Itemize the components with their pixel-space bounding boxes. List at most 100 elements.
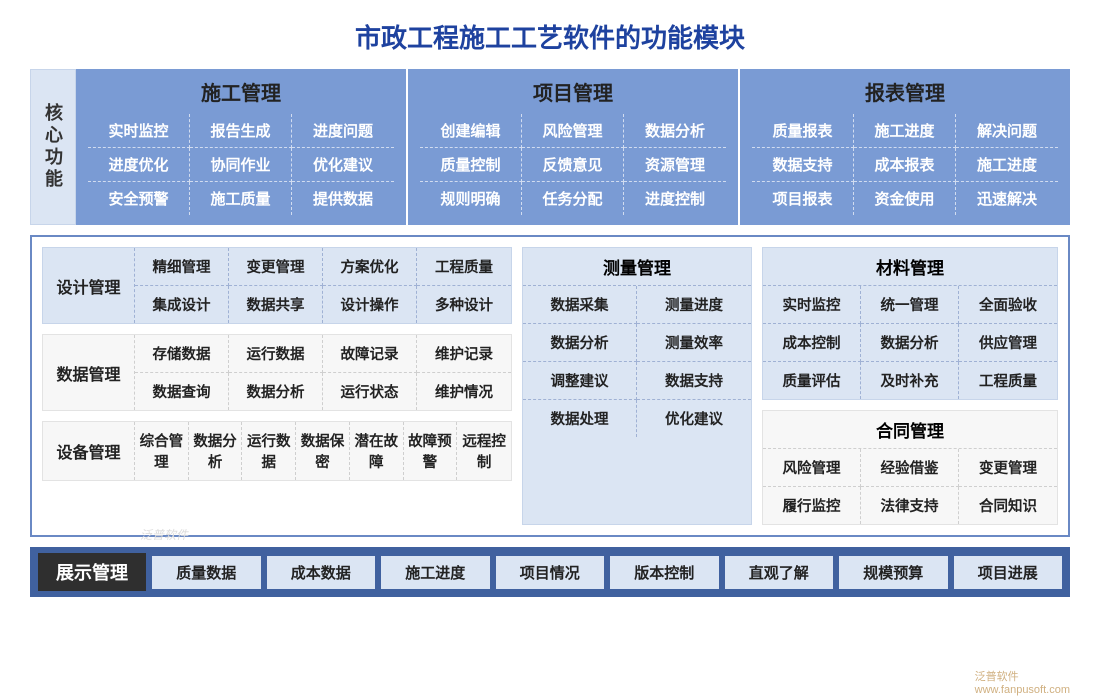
- data-grid: 存储数据运行数据故障记录维护记录数据查询数据分析运行状态维护情况: [135, 335, 511, 410]
- cell: 数据保密: [296, 422, 350, 480]
- core-cell: 资金使用: [854, 182, 956, 215]
- core-cell: 安全预警: [88, 182, 190, 215]
- bottom-item: 施工进度: [381, 556, 490, 589]
- core-col-project: 项目管理 创建编辑风险管理数据分析质量控制反馈意见资源管理规则明确任务分配进度控…: [406, 69, 738, 225]
- core-col-title: 报表管理: [752, 77, 1058, 106]
- cell: 质量评估: [763, 362, 861, 399]
- bottom-item: 项目情况: [496, 556, 605, 589]
- cell: 数据查询: [135, 373, 229, 410]
- cell: 供应管理: [959, 324, 1057, 362]
- cell: 数据分析: [189, 422, 243, 480]
- core-cell: 提供数据: [292, 182, 394, 215]
- core-cell: 项目报表: [752, 182, 854, 215]
- core-columns: 施工管理 实时监控报告生成进度问题进度优化协同作业优化建议安全预警施工质量提供数…: [76, 69, 1070, 225]
- core-functions-band: 核心功能 施工管理 实时监控报告生成进度问题进度优化协同作业优化建议安全预警施工…: [30, 69, 1070, 225]
- cell: 变更管理: [959, 449, 1057, 487]
- core-cell: 施工进度: [956, 148, 1058, 182]
- core-cell: 资源管理: [624, 148, 726, 182]
- core-cell: 解决问题: [956, 114, 1058, 148]
- cell: 数据分析: [523, 324, 637, 362]
- panel-label: 设计管理: [43, 248, 135, 323]
- bottom-item: 规模预算: [839, 556, 948, 589]
- cell: 多种设计: [417, 286, 511, 323]
- cell: 数据采集: [523, 286, 637, 324]
- cell: 工程质量: [959, 362, 1057, 399]
- panel-title: 合同管理: [763, 411, 1057, 449]
- cell: 调整建议: [523, 362, 637, 400]
- page-title: 市政工程施工工艺软件的功能模块: [0, 0, 1100, 69]
- core-cell: 协同作业: [190, 148, 292, 182]
- cell: 运行状态: [323, 373, 417, 410]
- cell: 合同知识: [959, 487, 1057, 524]
- cell: 实时监控: [763, 286, 861, 324]
- core-cell: 施工进度: [854, 114, 956, 148]
- cell: 集成设计: [135, 286, 229, 323]
- cell: 数据处理: [523, 400, 637, 437]
- cell: 运行数据: [242, 422, 296, 480]
- cell: 风险管理: [763, 449, 861, 487]
- cell: 成本控制: [763, 324, 861, 362]
- cell: 运行数据: [229, 335, 323, 373]
- equipment-panel: 设备管理 综合管理数据分析运行数据数据保密潜在故障故障预警远程控制: [42, 421, 512, 481]
- core-cell: 数据支持: [752, 148, 854, 182]
- core-cell: 任务分配: [522, 182, 624, 215]
- data-panel: 数据管理 存储数据运行数据故障记录维护记录数据查询数据分析运行状态维护情况: [42, 334, 512, 411]
- design-panel: 设计管理 精细管理变更管理方案优化工程质量集成设计数据共享设计操作多种设计: [42, 247, 512, 324]
- panel-label: 数据管理: [43, 335, 135, 410]
- core-cell: 数据分析: [624, 114, 726, 148]
- core-cell: 施工质量: [190, 182, 292, 215]
- cell: 测量效率: [637, 324, 751, 362]
- cell: 优化建议: [637, 400, 751, 437]
- core-cell: 质量控制: [420, 148, 522, 182]
- contract-panel: 合同管理 风险管理经验借鉴变更管理履行监控法律支持合同知识: [762, 410, 1058, 525]
- core-cell: 优化建议: [292, 148, 394, 182]
- cell: 数据支持: [637, 362, 751, 400]
- core-col-title: 施工管理: [88, 77, 394, 106]
- core-cell: 进度问题: [292, 114, 394, 148]
- cell: 存储数据: [135, 335, 229, 373]
- bottom-item: 成本数据: [267, 556, 376, 589]
- contract-grid: 风险管理经验借鉴变更管理履行监控法律支持合同知识: [763, 449, 1057, 524]
- bottom-item: 项目进展: [954, 556, 1063, 589]
- material-grid: 实时监控统一管理全面验收成本控制数据分析供应管理质量评估及时补充工程质量: [763, 286, 1057, 399]
- core-cell: 进度优化: [88, 148, 190, 182]
- measure-panel: 测量管理 数据采集测量进度数据分析测量效率调整建议数据支持数据处理优化建议: [522, 247, 752, 525]
- cell: 数据分析: [229, 373, 323, 410]
- cell: 法律支持: [861, 487, 959, 524]
- bottom-items: 质量数据成本数据施工进度项目情况版本控制直观了解规模预算项目进展: [152, 556, 1062, 589]
- bottom-item: 直观了解: [725, 556, 834, 589]
- cell: 设计操作: [323, 286, 417, 323]
- cell: 维护情况: [417, 373, 511, 410]
- display-management-band: 展示管理 质量数据成本数据施工进度项目情况版本控制直观了解规模预算项目进展: [30, 547, 1070, 597]
- core-side-label-text: 核心功能: [40, 103, 66, 191]
- cell: 方案优化: [323, 248, 417, 286]
- core-col-report: 报表管理 质量报表施工进度解决问题数据支持成本报表施工进度项目报表资金使用迅速解…: [738, 69, 1070, 225]
- core-cell: 质量报表: [752, 114, 854, 148]
- cell: 变更管理: [229, 248, 323, 286]
- core-grid: 质量报表施工进度解决问题数据支持成本报表施工进度项目报表资金使用迅速解决: [752, 114, 1058, 215]
- cell: 测量进度: [637, 286, 751, 324]
- body-frame: 设计管理 精细管理变更管理方案优化工程质量集成设计数据共享设计操作多种设计 数据…: [30, 235, 1070, 537]
- core-grid: 实时监控报告生成进度问题进度优化协同作业优化建议安全预警施工质量提供数据: [88, 114, 394, 215]
- cell: 工程质量: [417, 248, 511, 286]
- core-cell: 实时监控: [88, 114, 190, 148]
- bottom-label: 展示管理: [38, 553, 146, 591]
- core-cell: 进度控制: [624, 182, 726, 215]
- cell: 维护记录: [417, 335, 511, 373]
- watermark: 泛普软件 www.fanpusoft.com: [975, 668, 1070, 696]
- panel-title: 测量管理: [523, 248, 751, 286]
- cell: 统一管理: [861, 286, 959, 324]
- core-col-title: 项目管理: [420, 77, 726, 106]
- bottom-item: 版本控制: [610, 556, 719, 589]
- cell: 经验借鉴: [861, 449, 959, 487]
- core-col-construction: 施工管理 实时监控报告生成进度问题进度优化协同作业优化建议安全预警施工质量提供数…: [76, 69, 406, 225]
- core-cell: 风险管理: [522, 114, 624, 148]
- design-grid: 精细管理变更管理方案优化工程质量集成设计数据共享设计操作多种设计: [135, 248, 511, 323]
- watermark-url: www.fanpusoft.com: [975, 684, 1070, 696]
- cell: 潜在故障: [350, 422, 404, 480]
- material-panel: 材料管理 实时监控统一管理全面验收成本控制数据分析供应管理质量评估及时补充工程质…: [762, 247, 1058, 400]
- panel-title: 材料管理: [763, 248, 1057, 286]
- cell: 故障记录: [323, 335, 417, 373]
- core-cell: 规则明确: [420, 182, 522, 215]
- equipment-grid: 综合管理数据分析运行数据数据保密潜在故障故障预警远程控制: [135, 422, 511, 480]
